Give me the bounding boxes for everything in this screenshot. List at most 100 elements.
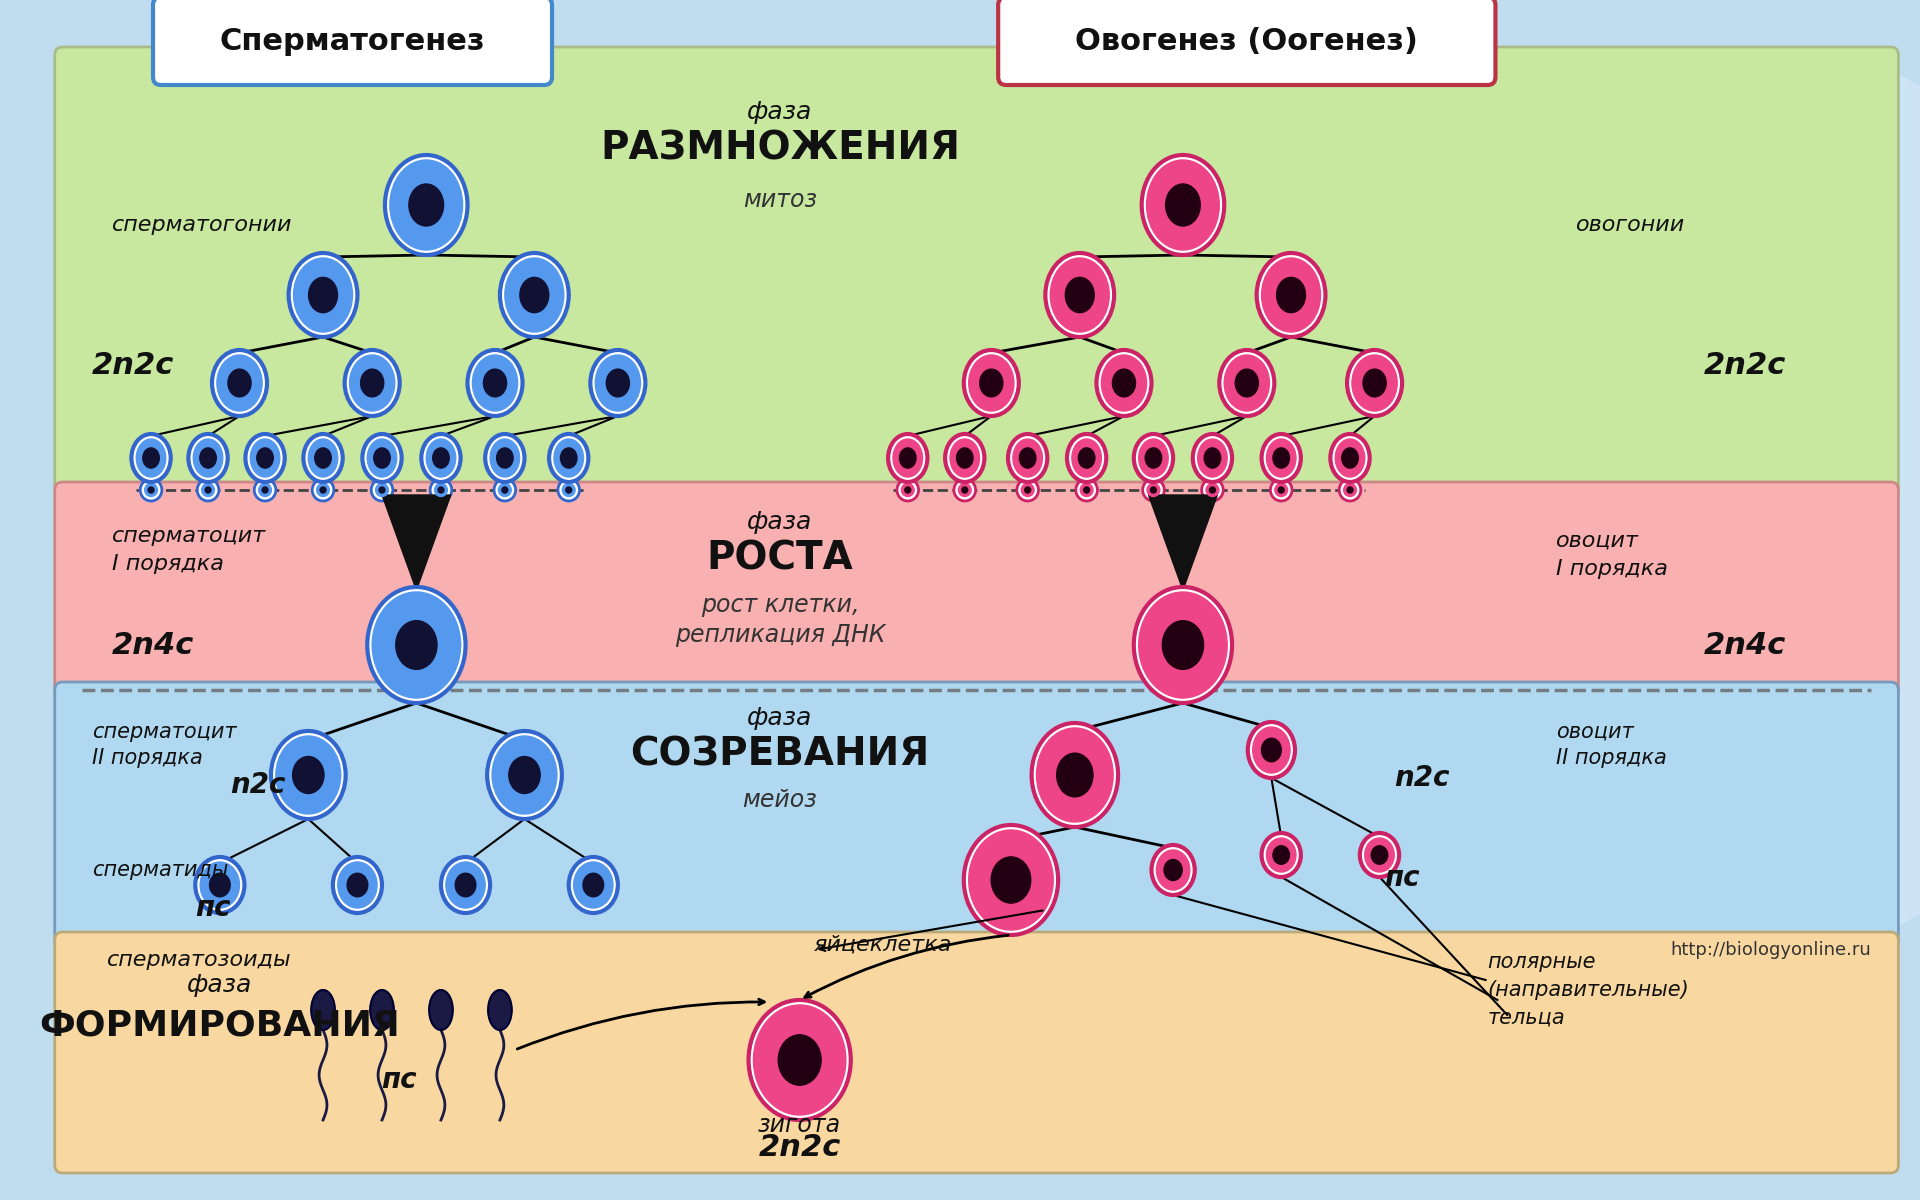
Ellipse shape xyxy=(1096,350,1152,416)
Text: сперматоцит
I порядка: сперматоцит I порядка xyxy=(111,526,267,574)
Ellipse shape xyxy=(1050,258,1110,332)
Ellipse shape xyxy=(1031,722,1117,827)
Ellipse shape xyxy=(778,1034,822,1085)
Ellipse shape xyxy=(144,484,157,497)
Ellipse shape xyxy=(1025,487,1031,493)
Ellipse shape xyxy=(1144,448,1162,468)
Text: пс: пс xyxy=(1384,864,1421,892)
Ellipse shape xyxy=(950,439,979,476)
Ellipse shape xyxy=(561,448,578,468)
Ellipse shape xyxy=(211,350,267,416)
Ellipse shape xyxy=(493,479,516,502)
Ellipse shape xyxy=(962,487,968,493)
Ellipse shape xyxy=(390,160,463,250)
Ellipse shape xyxy=(549,434,588,482)
Ellipse shape xyxy=(346,350,399,416)
Ellipse shape xyxy=(409,184,444,226)
Ellipse shape xyxy=(1202,479,1223,502)
Ellipse shape xyxy=(497,448,513,468)
Ellipse shape xyxy=(363,434,401,482)
Ellipse shape xyxy=(749,1000,851,1120)
Ellipse shape xyxy=(1037,728,1114,822)
Ellipse shape xyxy=(486,434,524,482)
Ellipse shape xyxy=(1348,350,1402,416)
Text: сперматоцит
II порядка: сперматоцит II порядка xyxy=(92,721,236,768)
Ellipse shape xyxy=(228,370,252,397)
Ellipse shape xyxy=(1156,850,1190,890)
Ellipse shape xyxy=(432,448,449,468)
Text: 2n2c: 2n2c xyxy=(92,350,175,379)
Ellipse shape xyxy=(288,253,357,337)
Ellipse shape xyxy=(200,448,217,468)
Ellipse shape xyxy=(309,277,338,313)
Text: РОСТА: РОСТА xyxy=(707,539,852,577)
Ellipse shape xyxy=(897,479,918,502)
Ellipse shape xyxy=(1225,355,1269,410)
Ellipse shape xyxy=(753,1006,847,1115)
Ellipse shape xyxy=(303,434,342,482)
Text: 2n2c: 2n2c xyxy=(1703,350,1786,379)
Ellipse shape xyxy=(420,434,461,482)
Ellipse shape xyxy=(455,874,476,896)
Text: полярные
(направительные)
тельца: полярные (направительные) тельца xyxy=(1488,952,1690,1028)
Ellipse shape xyxy=(313,479,334,502)
Text: РАЗМНОЖЕНИЯ: РАЗМНОЖЕНИЯ xyxy=(601,128,960,167)
Ellipse shape xyxy=(263,487,269,493)
Text: сперматогонии: сперматогонии xyxy=(111,215,292,235)
Ellipse shape xyxy=(509,756,540,793)
Ellipse shape xyxy=(131,434,171,482)
Text: Сперматогенез: Сперматогенез xyxy=(219,28,486,56)
Ellipse shape xyxy=(1135,434,1173,482)
Ellipse shape xyxy=(367,439,397,476)
Ellipse shape xyxy=(1235,370,1258,397)
Ellipse shape xyxy=(445,862,486,908)
Ellipse shape xyxy=(1279,487,1284,493)
Ellipse shape xyxy=(1344,484,1356,497)
Ellipse shape xyxy=(1507,50,1920,950)
Ellipse shape xyxy=(1142,479,1164,502)
Text: http://biologyonline.ru: http://biologyonline.ru xyxy=(1670,941,1870,959)
Ellipse shape xyxy=(253,479,276,502)
Ellipse shape xyxy=(378,487,384,493)
Ellipse shape xyxy=(1150,487,1156,493)
Ellipse shape xyxy=(1258,253,1325,337)
Ellipse shape xyxy=(442,857,490,913)
Ellipse shape xyxy=(559,479,580,502)
Ellipse shape xyxy=(376,484,388,497)
Text: сперматозоиды: сперматозоиды xyxy=(108,950,292,970)
Ellipse shape xyxy=(1261,258,1321,332)
Ellipse shape xyxy=(348,874,369,896)
Ellipse shape xyxy=(246,434,284,482)
Ellipse shape xyxy=(505,258,564,332)
Ellipse shape xyxy=(361,370,384,397)
Ellipse shape xyxy=(1338,479,1361,502)
Ellipse shape xyxy=(188,434,228,482)
Ellipse shape xyxy=(396,620,438,670)
Ellipse shape xyxy=(1102,355,1146,410)
Ellipse shape xyxy=(589,350,645,416)
Ellipse shape xyxy=(349,355,396,410)
Ellipse shape xyxy=(964,350,1020,416)
Ellipse shape xyxy=(136,439,165,476)
Ellipse shape xyxy=(958,484,972,497)
Ellipse shape xyxy=(1139,439,1167,476)
Text: Овогенез (Оогенез): Овогенез (Оогенез) xyxy=(1075,28,1419,56)
Ellipse shape xyxy=(568,857,618,913)
Ellipse shape xyxy=(1267,838,1296,872)
Ellipse shape xyxy=(374,448,390,468)
Text: фаза: фаза xyxy=(747,100,812,124)
Ellipse shape xyxy=(1142,155,1225,254)
Ellipse shape xyxy=(205,487,211,493)
Ellipse shape xyxy=(1275,484,1288,497)
Ellipse shape xyxy=(492,736,557,814)
Ellipse shape xyxy=(1014,439,1043,476)
Ellipse shape xyxy=(259,484,271,497)
Ellipse shape xyxy=(563,484,576,497)
Ellipse shape xyxy=(1068,434,1106,482)
Ellipse shape xyxy=(1365,838,1394,872)
Ellipse shape xyxy=(566,487,572,493)
Ellipse shape xyxy=(209,874,230,896)
Ellipse shape xyxy=(1192,434,1233,482)
Ellipse shape xyxy=(1248,722,1294,778)
Text: яйцеклетка: яйцеклетка xyxy=(814,935,952,955)
